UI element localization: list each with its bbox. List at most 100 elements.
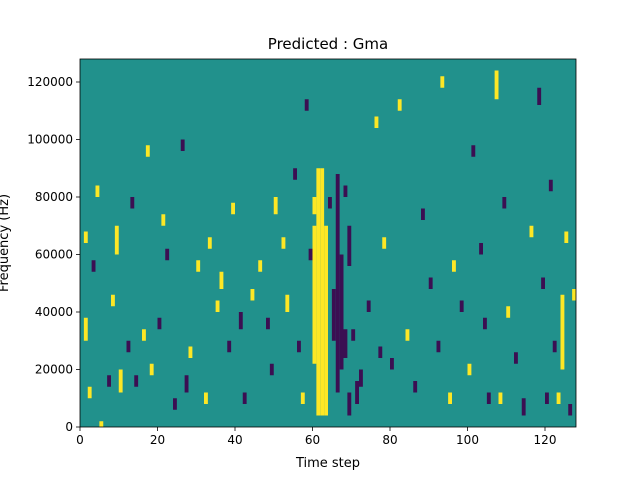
x-axis-label: Time step (295, 456, 360, 471)
heatmap-cell (281, 237, 286, 249)
heatmap-cell (331, 289, 336, 341)
heatmap-cell (502, 197, 507, 209)
heatmap-cell (219, 271, 224, 289)
heatmap-cell (87, 386, 92, 399)
heatmap-cell (560, 294, 565, 370)
heatmap-cell (556, 392, 561, 404)
heatmap-cell (328, 197, 332, 209)
heatmap-cell (366, 300, 371, 312)
heatmap-cell (107, 375, 111, 387)
heatmap-cell (436, 340, 441, 353)
heatmap-cell (285, 294, 290, 312)
heatmap-cell (196, 260, 201, 272)
heatmap-cell (304, 99, 309, 111)
y-tick-label: 100000 (27, 133, 73, 147)
heatmap-cell (180, 139, 185, 151)
heatmap-cell (339, 254, 344, 370)
heatmap-cell (91, 260, 96, 272)
heatmap-cell (161, 214, 166, 226)
heatmap-cell (382, 237, 387, 249)
y-axis: 0 20000 40000 60000 80000 100000 120000 (27, 75, 80, 434)
heatmap-cell (351, 329, 356, 341)
heatmap-cell (390, 358, 394, 370)
heatmap-cell (83, 317, 88, 341)
heatmap-cell (343, 185, 348, 197)
heatmap-cell (374, 116, 379, 128)
heatmap-cell (99, 421, 104, 427)
heatmap-cell (134, 375, 139, 387)
heatmap-cell (448, 392, 452, 404)
heatmap-cell (83, 231, 88, 243)
heatmap-cell (355, 381, 359, 404)
heatmap-cell (297, 340, 301, 353)
heatmap-cell (545, 392, 549, 404)
heatmap-cell (347, 225, 352, 266)
x-tick-label: 120 (534, 433, 557, 447)
heatmap-cell (440, 76, 445, 88)
heatmap-cell (486, 392, 491, 404)
heatmap-cell (111, 294, 115, 307)
heatmap-cell (188, 346, 193, 358)
heatmap-cell (300, 392, 305, 404)
heatmap-cell (397, 99, 402, 111)
heatmap-cell (204, 392, 208, 404)
heatmap-cell (335, 174, 340, 393)
heatmap-cell (173, 398, 177, 410)
heatmap-cell (242, 392, 247, 404)
heatmap-cell (494, 70, 499, 100)
y-tick-label: 60000 (35, 248, 73, 262)
heatmap-cell (157, 317, 162, 330)
heatmap-cell (324, 225, 328, 416)
heatmap-cell (421, 208, 425, 220)
heatmap-cell (207, 237, 212, 249)
heatmap-cell (552, 340, 557, 353)
x-tick-label: 80 (382, 433, 397, 447)
heatmap-cell (514, 352, 518, 364)
heatmap-cell (541, 277, 545, 289)
heatmap-cell (114, 225, 119, 255)
heatmap-cell (312, 225, 317, 364)
x-tick-label: 40 (227, 433, 242, 447)
heatmap-cell (250, 289, 255, 301)
heatmap-cell (529, 225, 534, 238)
heatmap-cell (405, 329, 410, 341)
heatmap-cell (149, 363, 154, 376)
heatmap-cell (359, 369, 363, 387)
heatmap-cell (95, 185, 100, 197)
heatmap-cell (452, 260, 456, 272)
heatmap-cell (548, 179, 553, 192)
heatmap-cell (483, 317, 487, 330)
heatmap-cell (293, 168, 297, 180)
x-tick-label: 20 (150, 433, 165, 447)
heatmap-cell (564, 231, 569, 243)
chart-title: Predicted : Gma (268, 35, 388, 53)
heatmap-cell (308, 248, 313, 261)
heatmap-cell (184, 375, 189, 393)
heatmap-cell (269, 363, 274, 376)
heatmap-cell (347, 392, 352, 416)
heatmap-cell (118, 369, 123, 393)
heatmap-cell (145, 145, 150, 157)
heatmap-cell (215, 300, 220, 312)
y-tick-label: 0 (65, 420, 73, 434)
heatmap-cell (266, 317, 270, 330)
x-tick-label: 60 (305, 433, 320, 447)
heatmap-cell (130, 197, 135, 209)
heatmap-cell (238, 312, 243, 330)
heatmap-cell (343, 329, 348, 358)
heatmap-cell (312, 197, 317, 215)
y-tick-label: 120000 (27, 75, 73, 89)
heatmap-cell (413, 381, 418, 393)
heatmap-cell (320, 168, 325, 416)
heatmap-cell (378, 346, 383, 358)
heatmap-cell (459, 300, 464, 312)
plot-frame (79, 58, 577, 428)
heatmap-cell (537, 87, 542, 105)
heatmap-cell (258, 260, 263, 272)
heatmap-cell (126, 340, 131, 353)
heatmap-cell (142, 329, 146, 341)
y-tick-label: 40000 (35, 305, 73, 319)
heatmap-cell (506, 306, 511, 318)
heatmap-cell (479, 243, 483, 255)
